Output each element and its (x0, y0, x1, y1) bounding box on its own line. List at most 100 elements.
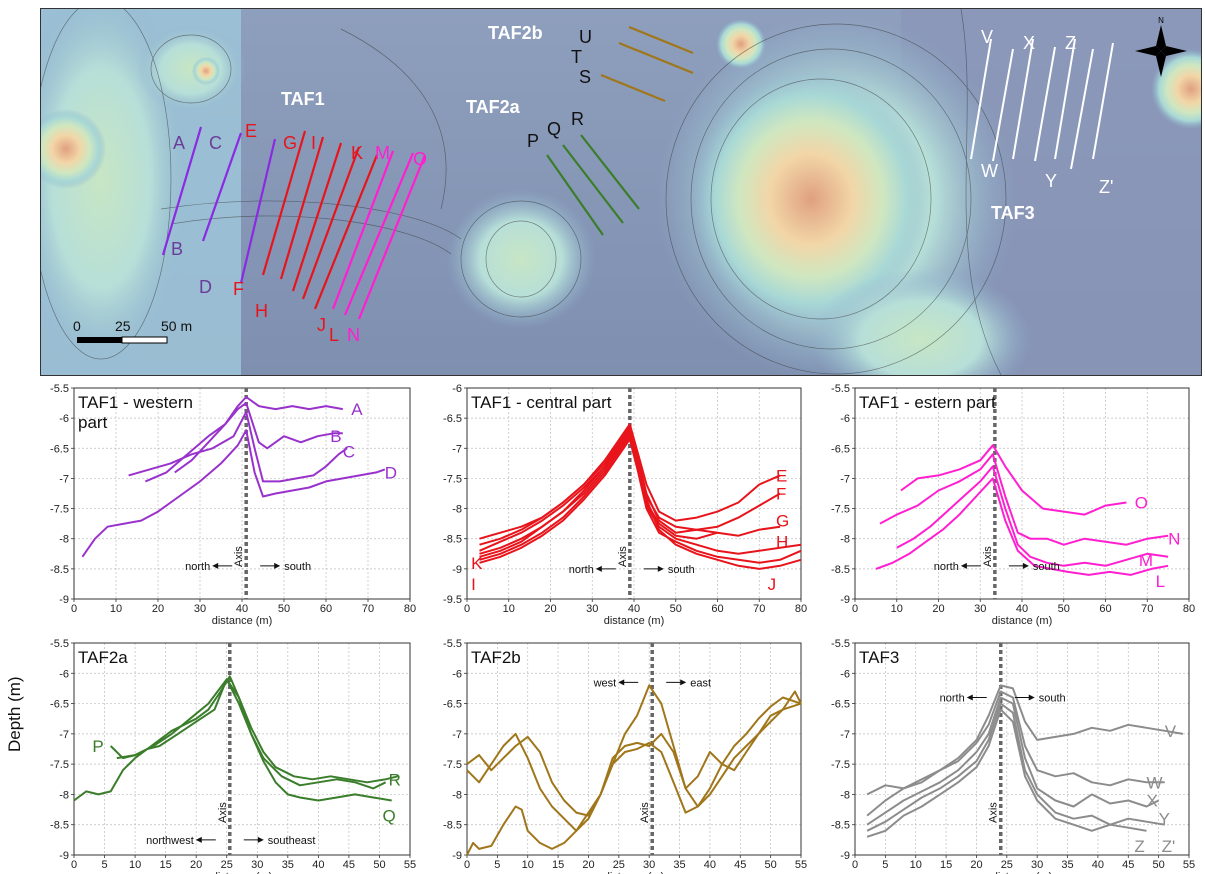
series-label-h: H (776, 533, 788, 552)
y-tick-label: -5.5 (50, 638, 69, 650)
x-axis-title: distance (m) (212, 871, 273, 874)
profile-label-j: J (317, 315, 326, 335)
profile-line-c (201, 132, 243, 242)
y-tick-label: -9.5 (443, 594, 462, 606)
series-line-m (896, 465, 1169, 567)
axis-label: Axis (639, 802, 651, 823)
x-tick-label: 40 (704, 859, 716, 871)
north-arrow-icon: N (1135, 16, 1187, 77)
x-tick-label: 60 (1099, 603, 1111, 615)
series-line-k (479, 426, 718, 546)
profile-line-taf3-6 (1092, 42, 1114, 160)
series-label-d: D (385, 463, 397, 482)
profile-lines (161, 25, 1114, 320)
y-tick-label: -5.5 (443, 638, 462, 650)
arrow-head-right-icon (274, 562, 281, 569)
profile-label-zp: Z' (1099, 177, 1113, 197)
chart-title: part (78, 413, 108, 432)
y-tick-label: -6.5 (443, 413, 462, 425)
profile-label-v: V (981, 27, 993, 47)
direction-left-label: west (593, 677, 617, 689)
profile-line-extra-2 (239, 138, 277, 284)
x-axis-title: distance (m) (604, 871, 665, 874)
profile-label-d: D (199, 277, 212, 297)
x-tick-label: 10 (110, 603, 122, 615)
series-line-u (466, 684, 802, 856)
x-tick-label: 15 (940, 859, 952, 871)
y-tick-label: -7.5 (443, 473, 462, 485)
direction-left-label: north (185, 561, 210, 573)
series-line-s (466, 702, 802, 817)
x-tick-label: 70 (753, 603, 765, 615)
profile-label-b: B (171, 239, 183, 259)
x-tick-label: 10 (129, 859, 141, 871)
series-label-a: A (351, 400, 363, 419)
series-label-y: Y (1159, 810, 1170, 829)
profile-label-n: N (347, 325, 360, 345)
scale-bar: 0 25 50 m (73, 318, 192, 344)
y-tick-label: -7.5 (831, 504, 850, 516)
x-tick-label: 50 (1153, 859, 1165, 871)
arrow-head-right-icon (657, 565, 664, 572)
x-tick-label: 35 (673, 859, 685, 871)
profile-label-g: G (283, 133, 297, 153)
series-label-g: G (776, 512, 789, 531)
series-label-f: F (776, 485, 786, 504)
axis-label: Axis (233, 546, 245, 567)
x-tick-label: 35 (1061, 859, 1073, 871)
y-tick-label: -5.5 (831, 383, 850, 395)
series-line-l (875, 477, 1169, 576)
x-tick-label: 0 (852, 859, 858, 871)
series-label-o: O (1135, 494, 1148, 513)
chart-title: TAF1 - central part (471, 393, 612, 412)
y-tick-label: -5.5 (831, 638, 850, 650)
x-tick-label: 5 (494, 859, 500, 871)
chart-title: TAF1 - estern part (859, 393, 996, 412)
profile-line-taf3-5 (1070, 48, 1094, 170)
x-tick-label: 70 (362, 603, 374, 615)
profile-label-l: L (329, 325, 339, 345)
x-tick-label: 15 (160, 859, 172, 871)
series-label-m: M (1139, 551, 1153, 570)
profile-label-a: A (173, 133, 185, 153)
series-line-v (866, 684, 1184, 796)
region-label-taf2a: TAF2a (466, 97, 521, 117)
y-tick-label: -8.5 (443, 820, 462, 832)
arrow-head-right-icon (1028, 694, 1035, 701)
x-tick-label: 40 (628, 603, 640, 615)
series-label-j: J (768, 575, 777, 594)
y-tick-label: -7 (452, 729, 462, 741)
profile-line-taf3-2 (1012, 38, 1034, 160)
profile-line-taf3-3 (1034, 46, 1056, 162)
arrow-head-left-icon (212, 562, 219, 569)
profile-line-g (291, 142, 343, 292)
x-tick-label: 50 (765, 859, 777, 871)
profile-line-extra-9 (343, 152, 415, 316)
arrow-head-left-icon (595, 565, 602, 572)
series-label-l: L (1156, 572, 1165, 591)
region-label-taf1: TAF1 (281, 89, 325, 109)
series-label-e: E (776, 466, 787, 485)
x-tick-label: 55 (404, 859, 416, 871)
x-tick-label: 40 (1016, 603, 1028, 615)
x-tick-label: 80 (404, 603, 416, 615)
x-tick-label: 25 (221, 859, 233, 871)
arrow-head-left-icon (966, 694, 973, 701)
x-tick-label: 0 (852, 603, 858, 615)
profile-line-k (313, 154, 379, 310)
series-line-d (81, 429, 386, 558)
series-label-c: C (343, 442, 355, 461)
arrow-head-right-icon (257, 836, 264, 843)
x-tick-label: 20 (582, 859, 594, 871)
axis-label: Axis (982, 546, 994, 567)
x-tick-label: 45 (343, 859, 355, 871)
series-line-j (479, 429, 802, 570)
profile-line-e (261, 130, 307, 276)
arrow-head-right-icon (680, 679, 687, 686)
x-tick-label: 55 (795, 859, 807, 871)
series-line-t (466, 696, 802, 832)
y-tick-label: -7.5 (50, 759, 69, 771)
axis-label: Axis (617, 546, 629, 567)
direction-right-label: south (1033, 561, 1060, 573)
plot-frame (854, 387, 1190, 600)
